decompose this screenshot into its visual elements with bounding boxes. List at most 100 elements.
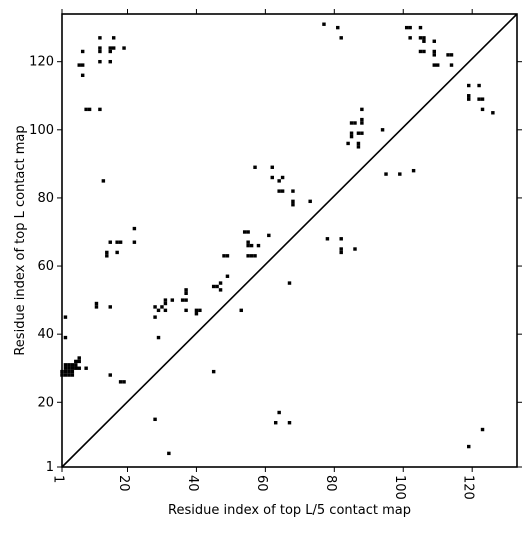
contact-point-upper xyxy=(222,254,226,258)
contact-point-lower xyxy=(63,335,68,340)
contact-point-upper xyxy=(242,230,247,234)
contact-point-upper xyxy=(422,39,426,43)
contact-point-upper xyxy=(349,134,354,139)
contact-point-lower xyxy=(77,359,81,364)
contact-point-upper xyxy=(291,189,295,193)
contact-point-upper xyxy=(184,291,188,295)
contact-point-lower xyxy=(108,373,112,377)
contact-point-upper xyxy=(422,49,426,54)
contact-point-upper xyxy=(184,298,188,302)
contact-point-upper xyxy=(267,233,271,238)
contact-point-upper xyxy=(280,189,285,193)
contact-point-upper xyxy=(194,312,199,316)
contact-point-upper xyxy=(449,63,454,67)
contact-point-upper xyxy=(98,59,102,64)
contact-point-upper xyxy=(108,305,112,309)
contact-point-upper xyxy=(108,46,112,50)
contact-point-upper xyxy=(291,199,295,204)
contact-point-upper xyxy=(339,247,343,251)
x-tick-label: 80 xyxy=(323,475,338,492)
x-tick-label: 1 xyxy=(51,475,66,483)
x-tick-label: 120 xyxy=(461,475,476,500)
contact-point-upper xyxy=(98,36,102,40)
contact-point-upper xyxy=(480,97,485,101)
contact-point-upper xyxy=(115,240,119,244)
x-axis-label: Residue index of top L/5 contact map xyxy=(168,503,411,518)
contact-point-lower xyxy=(63,373,68,377)
contact-point-lower xyxy=(63,369,68,374)
contact-point-upper xyxy=(322,22,326,26)
x-tick-label: 40 xyxy=(185,475,200,492)
contact-point-lower xyxy=(67,373,71,377)
contact-point-upper xyxy=(98,107,102,112)
contact-point-lower xyxy=(70,366,75,370)
contact-point-lower xyxy=(77,366,81,370)
contact-point-upper xyxy=(411,168,416,173)
contact-point-upper xyxy=(218,288,223,292)
contact-point-upper xyxy=(280,175,285,180)
contact-point-lower xyxy=(273,421,278,425)
contact-point-upper xyxy=(360,131,364,135)
y-tick-label: 120 xyxy=(29,55,54,70)
contact-point-upper xyxy=(422,36,426,40)
contact-point-lower xyxy=(167,451,171,456)
contact-point-upper xyxy=(432,39,436,43)
contact-point-upper xyxy=(80,73,85,78)
contact-point-upper xyxy=(87,107,92,112)
contact-point-upper xyxy=(239,308,243,313)
contact-point-upper xyxy=(218,281,223,285)
diagonal-line xyxy=(61,13,518,468)
contact-point-upper xyxy=(80,49,85,54)
contact-point-lower xyxy=(70,373,75,377)
contact-point-upper xyxy=(491,111,495,115)
contact-point-upper xyxy=(246,240,250,244)
contact-point-upper xyxy=(477,97,481,101)
contact-point-upper xyxy=(80,63,85,67)
plot-frame xyxy=(61,13,518,468)
contact-point-upper xyxy=(432,49,436,54)
contact-point-upper xyxy=(356,145,361,149)
contact-point-lower xyxy=(67,369,71,374)
contact-point-upper xyxy=(349,131,354,135)
contact-point-upper xyxy=(132,240,137,244)
y-axis-label: Residue index of top L contact map xyxy=(13,125,28,355)
contact-point-upper xyxy=(467,97,471,101)
contact-point-lower xyxy=(67,366,71,370)
x-tick-label: 100 xyxy=(392,475,407,500)
contact-point-upper xyxy=(160,305,164,309)
contact-point-upper xyxy=(194,308,199,313)
contact-point-upper xyxy=(408,25,412,30)
contact-point-upper xyxy=(360,121,364,125)
y-tick-label: 100 xyxy=(29,123,54,138)
contact-point-upper xyxy=(270,175,274,180)
contact-point-upper xyxy=(356,131,361,135)
contact-point-lower xyxy=(67,363,71,367)
contact-point-upper xyxy=(449,53,454,57)
contact-point-lower xyxy=(63,315,68,319)
contact-point-upper xyxy=(477,83,481,88)
contact-point-upper xyxy=(339,237,343,241)
contact-point-upper xyxy=(353,247,357,251)
contact-point-upper xyxy=(98,49,102,54)
contact-point-lower xyxy=(84,366,88,370)
contact-point-lower xyxy=(480,427,485,432)
contact-point-upper xyxy=(156,335,161,340)
contact-point-lower xyxy=(77,356,81,360)
contact-point-upper xyxy=(180,298,185,302)
contact-point-upper xyxy=(246,230,250,234)
contact-point-upper xyxy=(446,53,450,57)
contact-point-upper xyxy=(336,25,340,30)
contact-point-lower xyxy=(74,359,78,364)
contact-point-upper xyxy=(105,250,109,255)
y-tick-label: 1 xyxy=(46,460,54,475)
contact-point-upper xyxy=(380,128,385,132)
contact-point-upper xyxy=(163,301,168,306)
contact-point-upper xyxy=(111,36,116,40)
contact-point-upper xyxy=(105,254,109,258)
contact-point-upper xyxy=(246,243,250,248)
contact-point-upper xyxy=(256,243,261,248)
contact-point-upper xyxy=(163,308,168,313)
contact-point-upper xyxy=(156,308,161,313)
